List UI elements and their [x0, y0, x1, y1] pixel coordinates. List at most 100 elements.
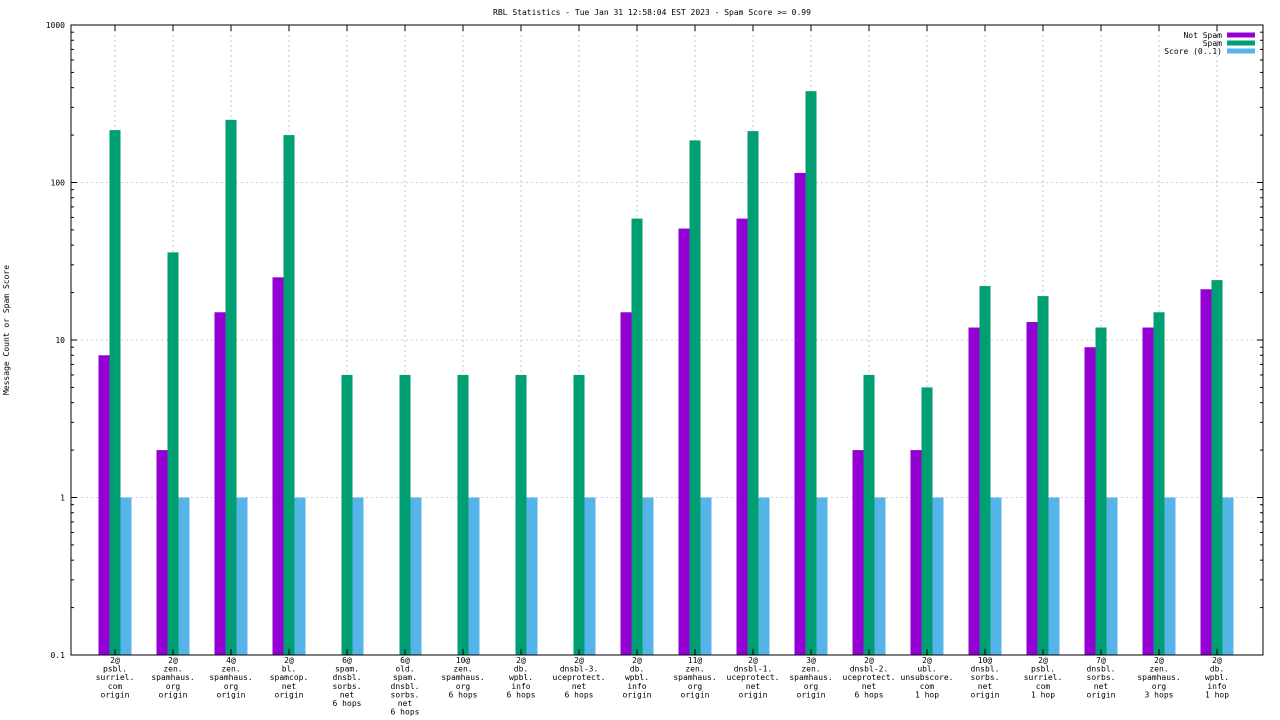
- x-tick-label-line: origin: [101, 690, 130, 699]
- x-tick-label-line: 3 hops: [1145, 690, 1174, 699]
- x-tick-label-line: 11@: [688, 656, 703, 665]
- x-tick-label-line: org: [804, 682, 819, 691]
- bar-not-spam: [794, 172, 806, 655]
- bar-spam: [979, 286, 991, 655]
- bar-not-spam: [1026, 322, 1038, 655]
- bar-not-spam: [736, 218, 748, 655]
- bar-not-spam: [156, 450, 168, 655]
- x-tick-label-line: spamhaus.: [209, 673, 252, 682]
- bar-spam: [341, 374, 353, 655]
- x-tick-label-line: 1 hop: [915, 690, 939, 699]
- legend-label: Spam: [1203, 39, 1222, 48]
- bar-not-spam: [214, 312, 226, 655]
- bar-spam: [1211, 280, 1223, 655]
- x-tick-label-line: org: [688, 682, 703, 691]
- x-tick-label: 2@ bl. spamcop. net origin: [270, 656, 309, 699]
- bar-score-0-1: [932, 497, 944, 655]
- y-tick-label: 10: [55, 336, 65, 345]
- bar-score-0-1: [700, 497, 712, 655]
- x-tick-label-line: origin: [681, 690, 710, 699]
- bar-score-0-1: [758, 497, 770, 655]
- x-tick-label-line: sorbs.: [971, 673, 1000, 682]
- x-tick-label-line: info: [1207, 682, 1226, 691]
- x-tick-label-line: net: [1094, 682, 1109, 691]
- x-tick-label-line: zen.: [221, 665, 240, 674]
- bar-score-0-1: [642, 497, 654, 655]
- x-tick-label-line: zen.: [685, 665, 704, 674]
- x-tick-label-line: sorbs.: [1087, 673, 1116, 682]
- y-tick-label: 1000: [46, 21, 65, 30]
- bar-not-spam: [678, 228, 690, 656]
- x-tick-label-line: spamhaus.: [789, 673, 832, 682]
- x-tick-label: 3@ zen. spamhaus. org origin: [789, 656, 832, 699]
- x-tick-label-line: bl.: [282, 665, 296, 674]
- bar-score-0-1: [816, 497, 828, 655]
- x-tick-label-line: 6 hops: [333, 699, 362, 708]
- x-tick-label-line: 6 hops: [855, 690, 884, 699]
- legend-swatch: [1227, 40, 1255, 46]
- bar-spam: [747, 131, 759, 655]
- bar-not-spam: [852, 450, 864, 655]
- bar-spam: [225, 119, 237, 655]
- x-tick-label: 6@ spam. dnsbl. sorbs. net 6 hops: [333, 656, 362, 708]
- bar-not-spam: [1084, 347, 1096, 655]
- x-tick-label-line: net: [746, 682, 761, 691]
- x-tick-label-line: 2@: [516, 656, 526, 665]
- bar-spam: [399, 374, 411, 655]
- bar-spam: [631, 218, 643, 655]
- bar-spam: [109, 130, 121, 656]
- x-tick-label-line: 2@: [574, 656, 584, 665]
- bar-spam: [805, 91, 817, 655]
- bar-spam: [167, 252, 179, 655]
- bar-spam: [1037, 296, 1049, 655]
- x-tick-label-line: info: [511, 682, 530, 691]
- y-tick-label: 100: [51, 179, 66, 188]
- x-tick-label-line: dnsbl.: [333, 673, 362, 682]
- x-tick-label: 2@ db. wpbl. info 6 hops: [507, 656, 536, 699]
- x-tick-label-line: zen.: [801, 665, 820, 674]
- x-tick-label: 2@ db. wpbl. info 1 hop: [1205, 656, 1229, 699]
- bar-score-0-1: [236, 497, 248, 655]
- bar-not-spam: [910, 450, 922, 655]
- x-tick-label-line: sorbs.: [391, 690, 420, 699]
- x-tick-label: 6@ old. spam. dnsbl. sorbs. net 6 hops: [391, 656, 420, 717]
- x-tick-label: 2@ ubl. unsubscore. com 1 hop: [901, 656, 954, 699]
- x-tick-label-line: net: [340, 690, 355, 699]
- x-tick-label-line: net: [862, 682, 877, 691]
- x-tick-label-line: org: [456, 682, 471, 691]
- x-tick-label-line: unsubscore.: [901, 673, 954, 682]
- x-tick-label-line: psbl.: [103, 665, 127, 674]
- bar-spam: [457, 374, 469, 655]
- x-tick-label-line: net: [398, 699, 413, 708]
- bar-spam: [283, 135, 295, 655]
- x-tick-label-line: net: [572, 682, 587, 691]
- bar-score-0-1: [1164, 497, 1176, 655]
- x-tick-label: 10@ dnsbl. sorbs. net origin: [971, 656, 1000, 699]
- x-tick-label-line: dnsbl.: [1087, 665, 1116, 674]
- x-tick-label-line: 2@: [284, 656, 294, 665]
- bar-score-0-1: [1222, 497, 1234, 655]
- bar-spam: [921, 387, 933, 655]
- x-tick-label-line: wpbl.: [625, 673, 649, 682]
- x-tick-label-line: origin: [971, 690, 1000, 699]
- x-tick-label-line: 1 hop: [1031, 690, 1055, 699]
- x-tick-label-line: db.: [630, 665, 644, 674]
- bar-spam: [1095, 327, 1107, 655]
- x-tick-label-line: spamhaus.: [151, 673, 194, 682]
- x-tick-label-line: 6 hops: [507, 690, 536, 699]
- x-tick-label-line: dnsbl.: [971, 665, 1000, 674]
- x-tick-label-line: dnsbl-1.: [734, 665, 773, 674]
- x-tick-label-line: 2@: [748, 656, 758, 665]
- x-tick-label-line: db.: [1210, 665, 1224, 674]
- x-tick-label-line: dnsbl-3.: [560, 665, 599, 674]
- x-tick-label-line: 1 hop: [1205, 690, 1229, 699]
- legend-swatch: [1227, 32, 1255, 38]
- x-tick-label: 10@ zen. spamhaus. org 6 hops: [441, 656, 484, 699]
- x-tick-label-line: dnsbl-2.: [850, 665, 889, 674]
- bar-score-0-1: [526, 497, 538, 655]
- bar-score-0-1: [1048, 497, 1060, 655]
- x-tick-label-line: spamhaus.: [441, 673, 484, 682]
- x-tick-label-line: zen.: [453, 665, 472, 674]
- x-tick-label-line: origin: [159, 690, 188, 699]
